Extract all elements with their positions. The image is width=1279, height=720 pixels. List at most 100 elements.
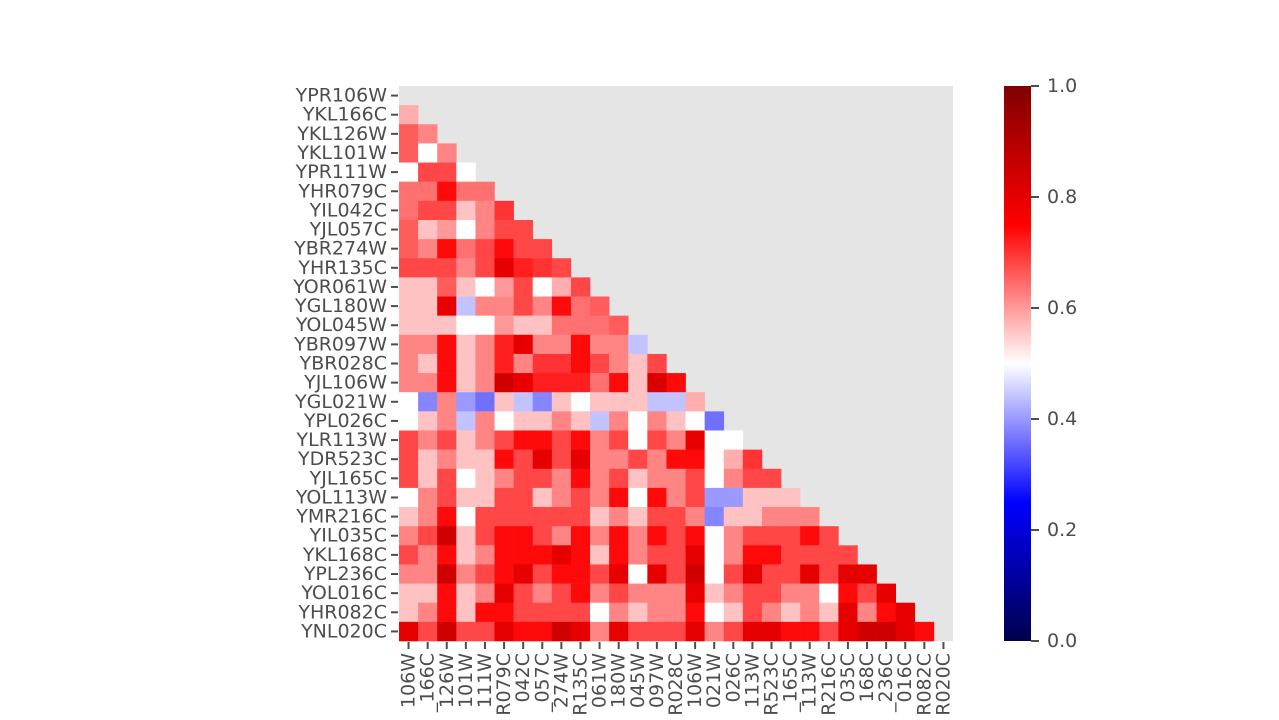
heatmap-cell	[570, 334, 591, 355]
heatmap-cell	[590, 296, 610, 316]
heatmap-cell	[513, 583, 534, 604]
heatmap-cell	[418, 373, 438, 393]
heatmap-cell	[800, 621, 820, 642]
x-tick-label: _165C	[780, 653, 802, 713]
heatmap-cell	[456, 468, 476, 489]
heatmap-cell	[475, 258, 495, 278]
heatmap-cell	[399, 124, 419, 144]
heatmap-cell	[513, 392, 534, 412]
heatmap-cell	[551, 430, 572, 450]
heatmap-cell	[475, 277, 495, 297]
heatmap-cell	[437, 449, 457, 470]
heatmap-cell	[532, 334, 553, 355]
heatmap-cell	[609, 430, 629, 450]
heatmap-cell	[609, 315, 629, 336]
x-tick-label: 101W	[455, 653, 477, 708]
x-tick-label: R216C	[818, 653, 840, 716]
y-tick-label: YOL016C	[300, 582, 387, 604]
heatmap-cell	[551, 296, 572, 316]
y-tick-label: YKL168C	[302, 544, 387, 566]
heatmap-cell	[781, 545, 801, 565]
heatmap-cell	[647, 621, 667, 642]
heatmap-cell	[761, 602, 782, 623]
heatmap-cell	[723, 507, 744, 527]
heatmap-cell	[551, 545, 572, 565]
heatmap-cell	[437, 239, 457, 259]
heatmap-cell	[590, 583, 610, 604]
heatmap-cell	[399, 621, 419, 642]
heatmap-cell	[399, 219, 419, 240]
heatmap-cell	[609, 564, 629, 584]
heatmap-cell	[494, 219, 514, 240]
y-tick-label: YOR061W	[292, 276, 387, 298]
heatmap-cell	[590, 334, 610, 355]
heatmap-cell	[418, 315, 438, 336]
x-tick-label: 045W	[627, 653, 649, 708]
heatmap-cell	[819, 526, 839, 546]
heatmap-cell	[704, 526, 725, 546]
heatmap-cell	[399, 105, 419, 125]
heatmap-cell	[456, 564, 476, 584]
heatmap-cell	[609, 621, 629, 642]
heatmap-cell	[590, 487, 610, 508]
heatmap-cell	[685, 602, 705, 623]
heatmap-cell	[819, 621, 839, 642]
heatmap-cell	[399, 239, 419, 259]
heatmap-cell	[437, 526, 457, 546]
heatmap-cell	[666, 602, 686, 623]
heatmap-cell	[456, 353, 476, 374]
heatmap-cell	[456, 296, 476, 316]
heatmap-cell	[551, 334, 572, 355]
y-tick-label: YOL113W	[295, 486, 387, 508]
heatmap-cell	[628, 583, 648, 604]
heatmap-cell	[399, 353, 419, 374]
heatmap-cell	[590, 545, 610, 565]
y-tick-label: YJL165C	[309, 467, 387, 489]
heatmap-cell	[704, 468, 725, 489]
heatmap-cell	[723, 430, 744, 450]
heatmap-cell	[475, 181, 495, 202]
heatmap-cell	[418, 621, 438, 642]
heatmap-cell	[456, 430, 476, 450]
heatmap-cell	[399, 334, 419, 355]
heatmap-cell	[590, 353, 610, 374]
heatmap-cell	[532, 277, 553, 297]
heatmap-cell	[666, 526, 686, 546]
heatmap-cell	[609, 526, 629, 546]
heatmap-cell	[513, 277, 534, 297]
heatmap-cell	[570, 411, 591, 431]
heatmap-cell	[685, 545, 705, 565]
heatmap-cell	[628, 411, 648, 431]
y-tick-label: YKL126W	[296, 123, 387, 145]
heatmap-cell	[838, 564, 858, 584]
heatmap-cell	[590, 621, 610, 642]
heatmap-cell	[647, 468, 667, 489]
heatmap-cell	[723, 526, 744, 546]
heatmap-cell	[609, 487, 629, 508]
heatmap-cell	[590, 430, 610, 450]
heatmap-cell	[761, 545, 782, 565]
heatmap-cell	[685, 564, 705, 584]
y-tick-label: YIL035C	[309, 525, 387, 547]
heatmap-cell	[857, 564, 877, 584]
heatmap-cell	[475, 507, 495, 527]
heatmap-cell	[399, 258, 419, 278]
heatmap-cell	[685, 526, 705, 546]
heatmap-cell	[418, 392, 438, 412]
heatmap-cell	[628, 545, 648, 565]
y-tick-label: YPL026C	[303, 410, 387, 432]
heatmap-cell	[456, 449, 476, 470]
heatmap-cell	[666, 545, 686, 565]
heatmap-cell	[513, 526, 534, 546]
heatmap-cell	[494, 315, 514, 336]
heatmap-cell	[418, 124, 438, 144]
heatmap-cell	[551, 411, 572, 431]
heatmap-cell	[494, 334, 514, 355]
heatmap-cell	[494, 277, 514, 297]
heatmap-cell	[532, 621, 553, 642]
y-tick-label: YIL042C	[309, 199, 387, 221]
heatmap-cell	[800, 602, 820, 623]
heatmap-cell	[647, 583, 667, 604]
x-tick-label: 126W	[436, 653, 458, 708]
colorbar-tick-label: 0.2	[1047, 519, 1077, 541]
